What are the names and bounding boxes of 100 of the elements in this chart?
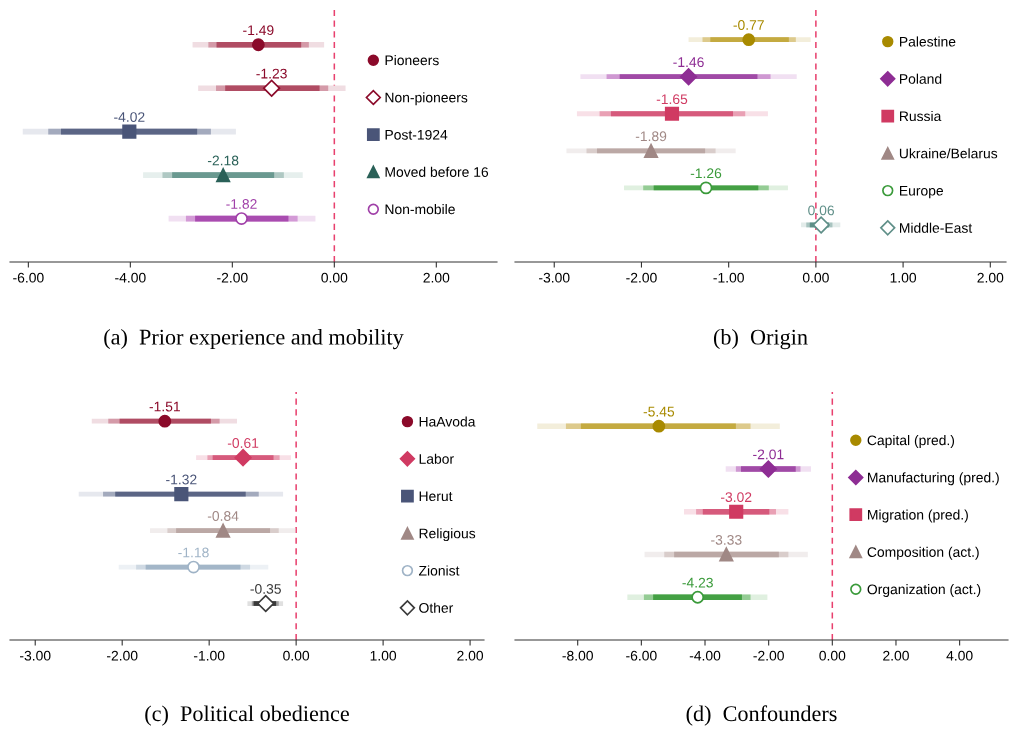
- legend-label: Europe: [900, 185, 944, 199]
- legend-label: Herut: [419, 491, 453, 502]
- data-label: -0.61: [227, 438, 259, 448]
- data-label: -0.77: [733, 20, 764, 30]
- point: [174, 487, 189, 502]
- x-tick-label: 4.00: [946, 650, 973, 661]
- point: [729, 504, 744, 519]
- point: [679, 68, 698, 86]
- x-tick-label: -1.00: [713, 272, 744, 283]
- bar: [596, 148, 706, 154]
- point: [235, 212, 248, 225]
- x-tick-label: -8.00: [562, 650, 593, 661]
- bar: [176, 528, 271, 533]
- point: [812, 216, 830, 234]
- x-tick-label: -4.00: [689, 650, 721, 661]
- point: [699, 181, 713, 195]
- point: [719, 547, 734, 562]
- data-label: -1.82: [226, 199, 257, 209]
- text: (d) Confounders: [686, 705, 837, 726]
- x-tick-label: 1.00: [370, 650, 397, 661]
- point: [216, 168, 231, 183]
- data-label: -1.89: [635, 131, 667, 142]
- x-tick-label: 0.00: [819, 650, 846, 661]
- legend-label: Poland: [900, 73, 942, 84]
- legend-label: Capital (pred.): [867, 435, 955, 448]
- data-label: -3.33: [711, 534, 742, 545]
- point: [234, 448, 252, 467]
- bar: [580, 423, 736, 429]
- legend-label: Non-pioneers: [385, 92, 468, 106]
- point: [262, 79, 281, 97]
- legend-label: Ukraine/Belarus: [899, 148, 998, 159]
- x-tick-label: -4.00: [115, 272, 146, 283]
- point: [215, 523, 231, 538]
- point: [664, 106, 680, 121]
- x-tick-label: 2.00: [423, 272, 450, 283]
- legend-label: Labor: [419, 453, 454, 464]
- data-label: -5.45: [643, 406, 675, 417]
- legend-label: Religious: [419, 528, 476, 542]
- data-label: -3.02: [720, 492, 752, 503]
- point: [742, 33, 756, 47]
- x-tick-label: -6.00: [13, 272, 44, 283]
- data-label: -1.65: [656, 94, 688, 105]
- x-tick-label: 1.00: [890, 272, 917, 283]
- point: [691, 590, 705, 604]
- bar: [610, 111, 734, 117]
- point: [652, 419, 666, 433]
- point: [257, 594, 275, 613]
- text: (c) Political obedience: [145, 705, 349, 726]
- x-tick-label: -2.00: [217, 272, 248, 283]
- data-label: -0.84: [207, 511, 239, 521]
- bar: [653, 185, 759, 191]
- legend-label: Moved before 16: [385, 166, 489, 177]
- legend-label: Manufacturing (pred.): [868, 472, 999, 486]
- data-label: -1.18: [178, 547, 209, 558]
- data-label: -4.23: [682, 577, 713, 588]
- data-label: -0.35: [250, 584, 281, 594]
- data-label: -1.46: [673, 57, 704, 68]
- legend-label: Composition (act.): [867, 546, 979, 560]
- text: (b) Origin: [713, 328, 808, 350]
- legend-label: Zionist: [418, 565, 460, 576]
- x-tick-label: 2.00: [457, 650, 484, 661]
- x-tick-label: -3.00: [20, 650, 51, 661]
- data-label: -1.26: [690, 168, 722, 179]
- x-tick-label: -1.00: [193, 650, 225, 661]
- bar: [172, 172, 275, 178]
- legend-label: HaAvoda: [419, 416, 476, 427]
- legend-label: Non-mobile: [385, 204, 455, 215]
- legend-label: Other: [419, 602, 454, 613]
- legend-label: Middle-East: [900, 222, 973, 233]
- legend-label: Russia: [900, 110, 942, 122]
- point: [759, 460, 778, 478]
- x-tick-label: 2.00: [883, 650, 909, 661]
- point: [643, 143, 659, 158]
- text: (a) Prior experience and mobility: [104, 328, 404, 350]
- x-tick-label: -6.00: [626, 650, 657, 661]
- point: [251, 38, 265, 52]
- data-label: -4.02: [114, 112, 145, 122]
- legend-label: Post-1924: [385, 129, 448, 140]
- x-tick-label: 2.00: [977, 272, 1004, 283]
- x-tick-label: -2.00: [106, 650, 138, 661]
- data-label: -2.01: [753, 449, 784, 460]
- x-tick-label: 0.00: [321, 272, 348, 283]
- data-label: -1.51: [149, 401, 180, 412]
- x-tick-label: -2.00: [626, 272, 657, 283]
- data-label: -1.32: [166, 474, 197, 485]
- point: [187, 560, 200, 574]
- point: [158, 414, 172, 428]
- legend-label: Migration (pred.): [868, 509, 968, 523]
- x-tick-label: 0.00: [802, 272, 829, 283]
- data-label: -2.18: [207, 155, 239, 166]
- data-label: -1.49: [243, 25, 274, 36]
- x-tick-label: 0.00: [283, 650, 310, 661]
- data-label: 0.06: [808, 205, 835, 216]
- point: [122, 124, 137, 139]
- legend-label: Pioneers: [385, 55, 439, 66]
- legend-label: Organization (act.): [867, 584, 981, 597]
- x-tick-label: -2.00: [753, 650, 784, 661]
- x-tick-label: -3.00: [539, 272, 570, 283]
- legend-label: Palestine: [900, 36, 956, 47]
- data-label: -1.23: [256, 68, 287, 79]
